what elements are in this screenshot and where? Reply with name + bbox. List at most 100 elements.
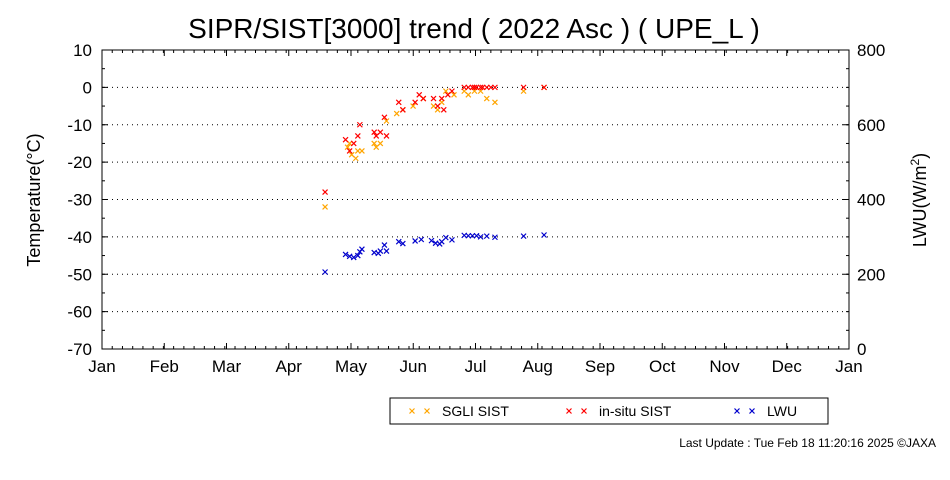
last-update-footer: Last Update : Tue Feb 18 11:20:16 2025 ©…: [679, 436, 936, 450]
legend: SGLI SIST in-situ SIST LWU: [389, 397, 829, 425]
data-point-sgli-sist: [344, 144, 351, 151]
y-tick-label: -20: [67, 153, 92, 172]
data-point-in-situ-sist: [541, 84, 547, 91]
y2-axis-label: LWU(W/m2): [908, 153, 930, 247]
data-point-sgli-sist: [322, 204, 329, 210]
x-tick-label: May: [335, 357, 368, 376]
legend-marker-lwu: [749, 408, 755, 414]
y-tick-label: -50: [67, 265, 92, 284]
data-point-in-situ-sist: [492, 84, 498, 91]
legend-label-lwu: LWU: [767, 403, 797, 419]
data-point-lwu: [520, 233, 527, 240]
data-point-lwu: [483, 233, 490, 240]
data-point-lwu: [377, 248, 384, 255]
data-point-sgli-sist: [358, 147, 365, 154]
legend-marker-in-situ-sist: [581, 408, 587, 414]
data-point-in-situ-sist: [377, 129, 384, 136]
y2-tick-label: 800: [857, 41, 885, 60]
data-point-in-situ-sist: [420, 95, 427, 102]
data-point-in-situ-sist: [471, 84, 478, 91]
data-point-lwu: [477, 233, 484, 240]
x-tick-label: Jun: [400, 357, 427, 376]
data-point-in-situ-sist: [434, 103, 441, 109]
x-tick-label: Feb: [150, 357, 179, 376]
data-point-lwu: [381, 242, 388, 249]
data-point-in-situ-sist: [383, 133, 390, 139]
data-point-lwu: [358, 246, 365, 253]
data-point-lwu: [399, 240, 406, 247]
legend-marker-sgli-sist: [409, 408, 415, 414]
data-point-lwu: [418, 236, 425, 243]
data-point-in-situ-sist: [395, 99, 402, 106]
data-point-in-situ-sist: [342, 136, 349, 143]
x-tick-label: Sep: [585, 357, 615, 376]
data-point-sgli-sist: [410, 103, 417, 109]
data-point-lwu: [442, 234, 449, 241]
y-tick-label: -60: [67, 303, 92, 322]
data-point-lwu: [428, 237, 435, 244]
x-tick-label: Aug: [523, 357, 553, 376]
x-tick-label: Jan: [88, 357, 115, 376]
y2-tick-label: 400: [857, 191, 885, 210]
data-point-in-situ-sist: [430, 95, 437, 102]
data-point-in-situ-sist: [449, 88, 455, 95]
x-tick-label: Dec: [772, 357, 803, 376]
data-point-lwu: [346, 253, 353, 260]
data-point-lwu: [412, 238, 419, 244]
data-point-in-situ-sist: [440, 106, 447, 113]
data-point-lwu: [395, 238, 402, 245]
data-point-in-situ-sist: [477, 84, 484, 91]
data-point-sgli-sist: [393, 110, 400, 117]
y2-label-superscript: 2: [908, 159, 922, 166]
y2-label-tail: ): [910, 153, 930, 159]
data-point-in-situ-sist: [381, 114, 388, 121]
chart-title: SIPR/SIST[3000] trend ( 2022 Asc ) ( UPE…: [188, 13, 760, 44]
data-point-sgli-sist: [352, 155, 359, 162]
data-point-lwu: [350, 254, 357, 261]
legend-marker-lwu: [734, 408, 740, 414]
y-tick-label: 10: [73, 41, 92, 60]
data-point-sgli-sist: [465, 91, 472, 98]
data-point-in-situ-sist: [356, 121, 363, 128]
y2-tick-label: 600: [857, 116, 885, 135]
data-point-lwu: [541, 232, 547, 238]
data-point-lwu: [473, 232, 480, 239]
data-point-sgli-sist: [483, 95, 490, 102]
data-point-sgli-sist: [383, 118, 390, 124]
y2-label-main: LWU(W/m: [910, 166, 930, 248]
data-point-in-situ-sist: [322, 189, 329, 195]
x-tick-label: Jul: [465, 357, 487, 376]
x-tick-label: Oct: [649, 357, 676, 376]
y-tick-label: 0: [83, 78, 92, 97]
data-point-lwu: [492, 234, 498, 241]
data-point-in-situ-sist: [399, 106, 406, 113]
data-point-lwu: [383, 248, 390, 255]
data-point-lwu: [449, 236, 455, 243]
data-point-in-situ-sist: [346, 147, 353, 154]
y-axis-label: Temperature(°C): [24, 133, 44, 266]
data-point-in-situ-sist: [412, 99, 419, 106]
axes: 100-10-20-30-40-50-60-708006004002000Jan…: [67, 41, 885, 376]
data-points: [322, 84, 547, 275]
data-point-sgli-sist: [451, 91, 457, 98]
data-point-in-situ-sist: [371, 129, 378, 136]
legend-box: [389, 397, 829, 425]
data-point-lwu: [322, 269, 329, 275]
x-tick-label: Mar: [212, 357, 242, 376]
y-tick-label: -30: [67, 191, 92, 210]
y-tick-label: -70: [67, 340, 92, 359]
legend-label-in-situ-sist: in-situ SIST: [599, 403, 672, 419]
data-point-lwu: [342, 251, 349, 258]
x-tick-label: Nov: [709, 357, 740, 376]
data-point-in-situ-sist: [350, 140, 357, 147]
legend-marker-sgli-sist: [424, 408, 430, 414]
data-point-sgli-sist: [371, 140, 378, 147]
grid-lines: [102, 86, 849, 313]
y-tick-label: -10: [67, 116, 92, 135]
data-point-in-situ-sist: [520, 84, 527, 91]
x-tick-label: Apr: [276, 357, 303, 376]
legend-marker-in-situ-sist: [566, 408, 572, 414]
plot-frame: [101, 49, 850, 350]
data-point-in-situ-sist: [354, 133, 361, 139]
